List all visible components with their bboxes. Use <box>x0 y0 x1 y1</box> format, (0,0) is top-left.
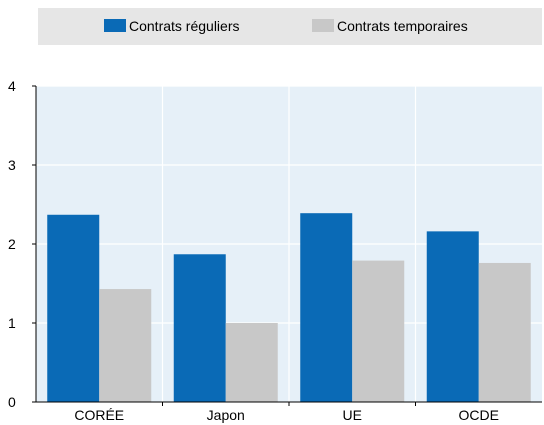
legend: Contrats réguliers Contrats temporaires <box>38 8 542 45</box>
y-tick-label-3: 3 <box>8 157 16 173</box>
legend-swatch-temporary <box>312 19 334 32</box>
bar-temporary-1 <box>225 323 278 402</box>
bar-regular-1 <box>173 254 226 402</box>
x-tick-label-0: CORÉE <box>74 407 124 423</box>
x-tick-label-2: UE <box>343 407 362 423</box>
bar-regular-3 <box>426 231 479 402</box>
x-tick-label-1: Japon <box>207 407 245 423</box>
bar-regular-0 <box>47 214 100 402</box>
y-axis-ticks: 0 1 2 3 4 <box>8 78 36 410</box>
legend-swatch-regular <box>104 19 126 32</box>
bars <box>47 213 531 402</box>
legend-label-regular: Contrats réguliers <box>129 18 240 34</box>
y-tick-label-4: 4 <box>8 78 16 94</box>
bar-regular-2 <box>300 213 353 402</box>
bar-temporary-0 <box>99 289 152 402</box>
y-tick-label-2: 2 <box>8 236 16 252</box>
bar-temporary-3 <box>478 262 531 402</box>
y-tick-label-1: 1 <box>8 315 16 331</box>
y-tick-label-0: 0 <box>8 394 16 410</box>
bar-temporary-2 <box>352 260 405 402</box>
x-tick-label-3: OCDE <box>459 407 499 423</box>
x-axis-ticks: CORÉE Japon UE OCDE <box>74 402 499 423</box>
legend-label-temporary: Contrats temporaires <box>337 18 468 34</box>
